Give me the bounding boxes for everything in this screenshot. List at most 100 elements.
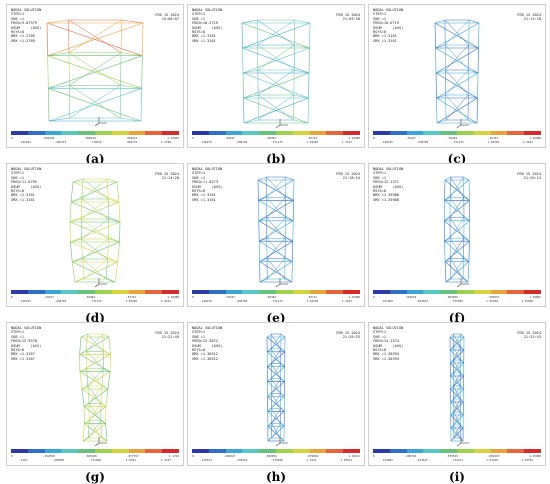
legend-tick-label: 1.16988	[529, 136, 541, 140]
timestamp: FEB 15 2024 21:22:49	[155, 331, 179, 340]
legend-swatch	[423, 131, 441, 135]
legend-swatch	[389, 290, 407, 294]
legend-tick-label: .1463	[19, 458, 28, 462]
info-line: SMX =1.2789	[11, 38, 35, 43]
legend-tick-label: 1.13684	[167, 136, 179, 140]
legend-tick-label: .58494	[265, 295, 276, 299]
legend-tick-label: .869293	[487, 454, 500, 458]
legend-tick-label: 1.16988	[348, 295, 360, 299]
truss-tower	[266, 333, 288, 447]
legend-swatch	[423, 449, 441, 453]
legend-tick-label: 1.15906	[529, 454, 541, 458]
truss-tower	[79, 333, 111, 447]
legend-swatch	[456, 449, 474, 453]
legend-tick-label: .29247	[224, 136, 235, 140]
panel-label: (g)	[85, 470, 105, 484]
info-line: DMX =1.3161	[192, 193, 216, 198]
legend-tick-label: .144882	[381, 458, 393, 462]
legend-tick-label: .87741	[126, 295, 137, 299]
legend-tick-label: .585198	[84, 454, 97, 458]
mode-shape-plot	[69, 178, 121, 288]
legend-tick-label: .292599	[42, 454, 55, 458]
timestamp: FEB 15 2024 21:05:58	[336, 13, 360, 22]
info-line: SMX =1.3161	[11, 197, 35, 202]
info-line: STEP=1	[11, 12, 24, 17]
mode-shape-panel: NODAL SOLUTION STEP=1 SUB =1 FREQ=10.2719 US…	[187, 4, 365, 148]
truss-tower	[449, 333, 469, 447]
legend-swatch	[192, 131, 209, 135]
mode-shape-plot	[257, 176, 295, 288]
legend-tick-label: 1.3161	[522, 140, 533, 144]
legend-swatch	[145, 290, 163, 294]
timestamp: FEB 15 2024 21:20:13	[517, 172, 541, 181]
legend-ticks: .1463 .438899 .731498 1.0241 1.3167	[11, 458, 179, 462]
legend-swatch	[490, 449, 508, 453]
legend-swatch	[275, 290, 293, 294]
legend-ticks: 0 .292599 .585198 .877797 1.1704	[11, 454, 179, 458]
timestamp-line: FEB 15 2024	[155, 172, 179, 176]
legend-swatch	[292, 131, 310, 135]
info-line: FREQ=10.6719	[373, 21, 399, 26]
timestamp-line: 21:28:53	[342, 335, 360, 340]
legend-swatch	[309, 449, 327, 453]
timestamp: FEB 15 2024 21:32:43	[517, 331, 541, 340]
timestamp-line: 21:14:28	[161, 176, 179, 181]
legend-ticks: .146235 .438705 .731175 1.02365 1.3161	[192, 140, 360, 144]
mode-shape-plot	[46, 19, 144, 127]
info-line: NODAL SOLUTION	[11, 167, 42, 171]
legend-tick-label: .284209	[42, 136, 55, 140]
legend-ticks: 0 .29247 .58494 .87741 1.16988	[11, 295, 179, 299]
legend-tick-label: 1.3161	[341, 299, 352, 303]
legend-ticks: .146235 .438705 .731175 1.02365 1.3161	[11, 299, 179, 303]
legend-tick-label: 1.16988	[167, 295, 179, 299]
color-legend-bar	[11, 449, 179, 453]
legend-swatch	[406, 131, 424, 135]
timestamp-line: FEB 15 2024	[155, 331, 179, 335]
panel-label: (e)	[266, 311, 286, 325]
mode-shape-panel: NODAL SOLUTION STEP=1 SUB =1 FREQ=12.1371 US…	[368, 163, 546, 307]
info-line: FREQ=13.5872	[192, 339, 218, 344]
info-line: FREQ=11.0795	[11, 180, 37, 185]
solution-info: NODAL SOLUTION STEP=1 SUB =1 FREQ=11.8273 US…	[192, 167, 222, 202]
legend-tick-label: .290027	[223, 454, 236, 458]
legend-swatch	[343, 449, 360, 453]
info-line: NODAL SOLUTION	[192, 167, 223, 171]
solution-info: NODAL SOLUTION STEP=1 SUB =1 FREQ=12.9578 US…	[11, 326, 41, 361]
legend-tick-label: 0	[192, 454, 194, 458]
timestamp-line: FEB 15 2024	[517, 331, 541, 335]
timestamp-line: FEB 15 2024	[517, 172, 541, 176]
timestamp-line: FEB 15 2024	[155, 13, 179, 17]
legend-tick-label: 1.3161	[160, 299, 171, 303]
mode-shape-plot	[79, 333, 111, 447]
truss-tower	[69, 178, 121, 288]
legend-ticks: .151009 .453027 .755045 1.05706 1.35908	[373, 299, 541, 303]
mode-shape-panel: NODAL SOLUTION STEP=1 SUB =1 FREQ=11.0795 US…	[6, 163, 184, 307]
legend-swatch	[44, 449, 62, 453]
legend-tick-label: 1.0241	[125, 458, 136, 462]
legend-swatch	[259, 131, 276, 135]
legend-swatch	[524, 290, 541, 294]
info-line: DMX =1.3161	[373, 34, 397, 39]
info-line: DMX =1.3161	[192, 34, 216, 39]
legend-swatch	[128, 449, 146, 453]
legend-tick-label: .731175	[89, 299, 102, 303]
info-line: SMX =1.3167	[11, 356, 35, 361]
coordinate-triad-icon	[94, 278, 107, 288]
panel-label: (d)	[85, 311, 105, 325]
legend-tick-label: .29247	[405, 136, 416, 140]
legend-tick-label: 1.02365	[487, 140, 500, 144]
coordinate-triad-icon	[456, 278, 469, 288]
legend-swatch	[343, 290, 360, 294]
legend-swatch	[507, 131, 525, 135]
legend-tick-label: .852627	[125, 136, 138, 140]
legend-tick-label: .438705	[235, 140, 248, 144]
legend-tick-label: .58494	[265, 136, 276, 140]
legend-swatch	[145, 131, 163, 135]
legend-tick-label: .731498	[89, 458, 101, 462]
legend-swatch	[11, 449, 28, 453]
legend-tick-label: 1.30394	[521, 458, 533, 462]
info-line: FREQ=12.9578	[11, 339, 37, 344]
legend-tick-label: .877797	[126, 454, 139, 458]
legend-ticks: 0 .284209 .568418 .852627 1.13684	[11, 136, 179, 140]
legend-swatch	[507, 290, 525, 294]
